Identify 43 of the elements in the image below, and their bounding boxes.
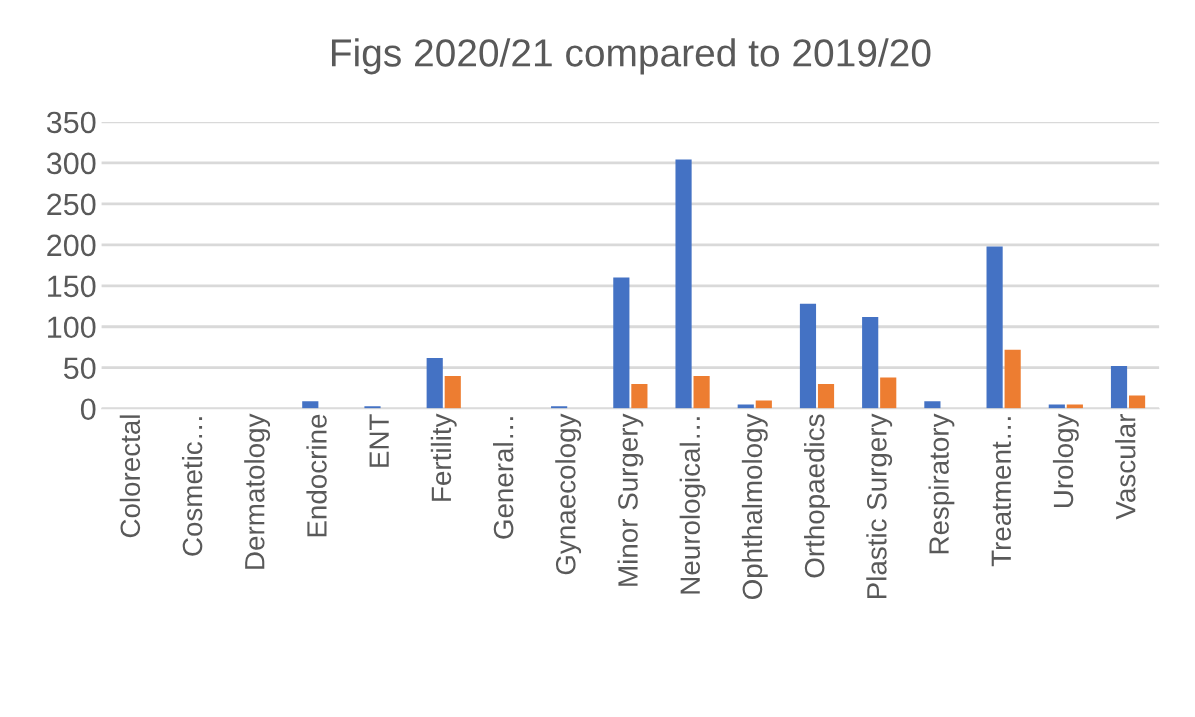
y-tick-label: 150 <box>48 275 96 298</box>
bar <box>631 384 648 409</box>
y-tick-label: 100 <box>48 316 96 339</box>
x-tick-label: Minor Surgery <box>617 413 644 586</box>
x-tick-label: Neurological… <box>679 417 706 594</box>
x-tick-label: Plastic Surgery <box>866 413 893 599</box>
bar <box>1110 366 1128 409</box>
bar <box>444 375 461 409</box>
x-tick-label: Urology <box>1052 413 1079 508</box>
bar <box>817 384 835 409</box>
x-tick-label: ENT <box>369 414 389 467</box>
bar <box>799 303 817 409</box>
bar <box>675 159 692 409</box>
bar <box>693 375 710 409</box>
x-tick-label: Vascular <box>1115 414 1136 520</box>
x-tick-label: Colorectal <box>119 415 141 538</box>
x-tick-label: Gynaecology <box>555 413 582 575</box>
y-tick-label: 50 <box>63 357 96 380</box>
y-tick-label: 250 <box>47 193 96 216</box>
bar <box>880 377 897 409</box>
x-tick-label: Ophthalmology <box>741 413 768 600</box>
bar <box>1128 395 1146 409</box>
bar <box>426 357 443 409</box>
bar <box>924 401 941 409</box>
x-tick-label: Respiratory <box>928 413 955 554</box>
y-tick-label: 200 <box>47 234 96 257</box>
x-tick-label: Dermatology <box>244 413 271 569</box>
bar <box>862 316 879 409</box>
x-tick-label: Endocrine <box>306 414 327 537</box>
y-tick-label: 0 <box>80 398 96 421</box>
bar <box>986 246 1003 409</box>
x-tick-label: Cosmetic… <box>181 417 203 556</box>
y-tick-label: 300 <box>46 152 96 175</box>
x-tick-label: General… <box>492 417 514 539</box>
x-tick-label: Fertility <box>430 413 457 501</box>
x-tick-label: Treatment… <box>991 417 1012 567</box>
x-tick-label: Orthopaedics <box>804 414 830 578</box>
y-tick-label: 350 <box>46 111 96 134</box>
chart-title: Figs 2020/21 compared to 2019/20 <box>331 38 931 75</box>
bar <box>755 400 772 409</box>
bar <box>613 277 630 409</box>
bar <box>302 401 319 409</box>
bar <box>1004 349 1021 409</box>
